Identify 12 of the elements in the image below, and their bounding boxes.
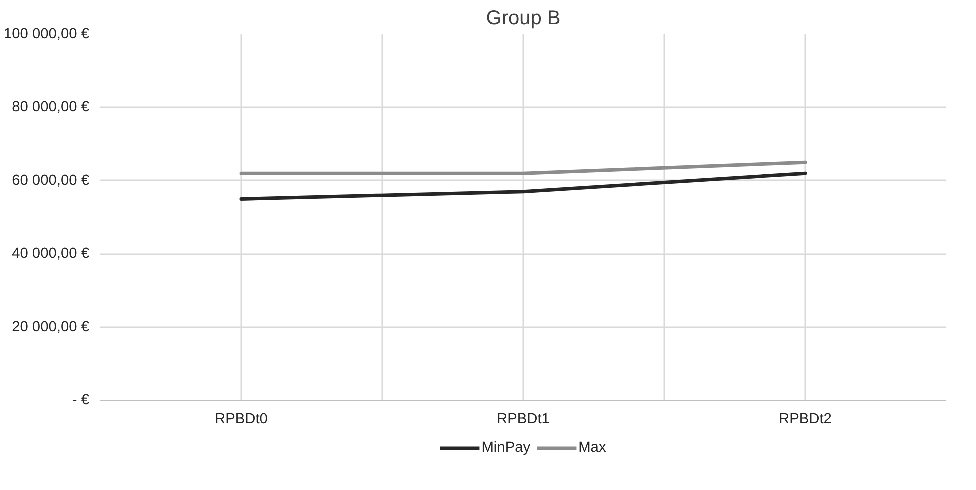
y-tick-label: 60 000,00 € [12, 172, 90, 189]
y-tick-label: - € [72, 392, 90, 408]
x-tick-label: RPBDt1 [497, 412, 550, 428]
y-tick-label: 20 000,00 € [12, 319, 90, 336]
y-tick-label: 40 000,00 € [12, 246, 90, 262]
legend-label: Max [578, 440, 606, 456]
x-tick-label: RPBDt2 [779, 412, 832, 428]
chart-title: Group B [486, 8, 561, 30]
y-tick-label: 100 000,00 € [4, 26, 90, 42]
x-tick-label: RPBDt0 [215, 412, 268, 428]
legend-label: MinPay [482, 440, 531, 456]
y-tick-label: 80 000,00 € [12, 100, 90, 116]
